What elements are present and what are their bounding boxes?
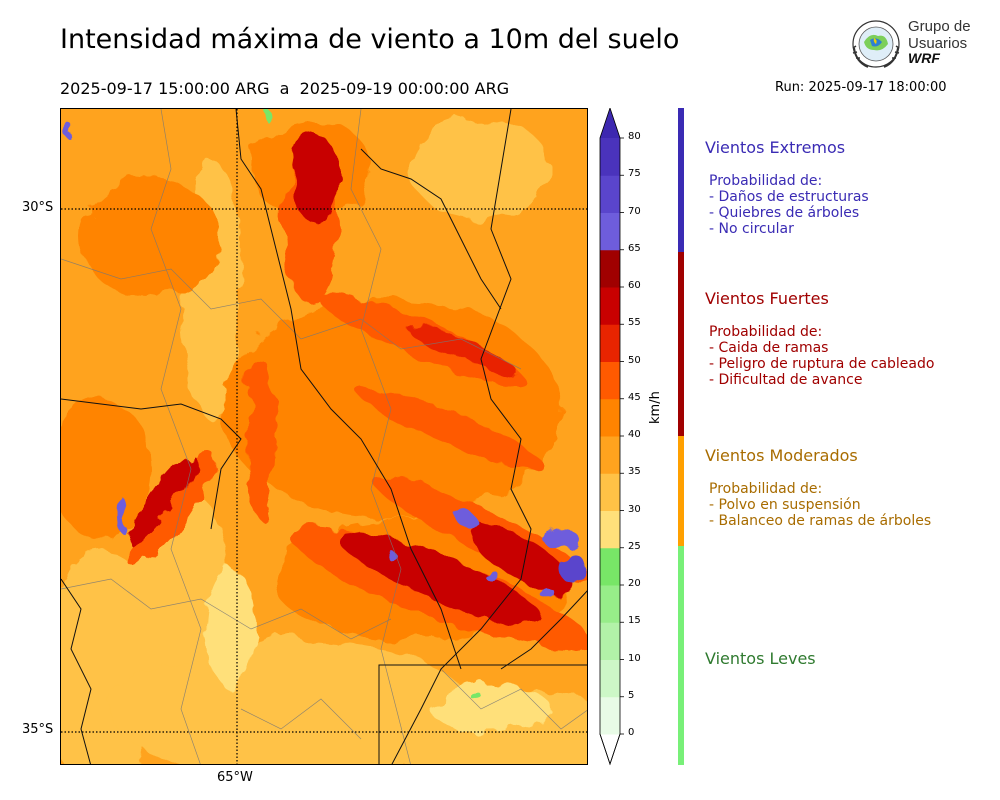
category-moderados: Vientos Moderados Probabilidad de: - Pol… (705, 446, 931, 529)
colorbar-swatch (600, 212, 620, 251)
inset-outline (378, 664, 587, 764)
category-line: - Dificultad de avance (709, 372, 863, 388)
field-core-darkred (468, 524, 574, 594)
colorbar-upper-extension (600, 108, 620, 138)
colorbar-tick-label: 0 (628, 727, 635, 738)
chart-title: Intensidad máxima de viento a 10m del su… (60, 24, 680, 55)
field-core-darkred (127, 453, 195, 545)
category-line: Probabilidad de: (709, 324, 823, 340)
field-patch-light (411, 119, 551, 219)
field-light-green (470, 693, 482, 699)
legend-bar-moderados (678, 436, 684, 546)
category-line: - Caida de ramas (709, 340, 829, 356)
field-patch-pale (431, 684, 551, 734)
wind-map (60, 108, 588, 765)
field-extreme-purple (486, 572, 500, 582)
category-line: - Balanceo de ramas de árboles (709, 513, 932, 529)
colorbar-tick-label: 80 (628, 131, 641, 142)
field-patch-light (111, 639, 471, 764)
field-core-darkred (294, 134, 338, 224)
field-streak-red (246, 359, 276, 519)
field-core-darkred (405, 324, 517, 374)
category-line: - Quiebres de árboles (709, 205, 860, 221)
logo-line-2: Usuarios (908, 35, 968, 52)
colorbar-svg (599, 106, 624, 766)
colorbar-tick-label: 75 (628, 168, 641, 180)
colorbar-swatch (600, 436, 620, 474)
colorbar-tick-label: 55 (628, 317, 641, 329)
colorbar-tick-label: 40 (628, 429, 641, 440)
colorbar-swatch (600, 659, 620, 698)
field-patch-pale (206, 569, 256, 689)
legend-bar-leves (678, 546, 684, 765)
colorbar-tick-label: 45 (628, 391, 641, 403)
field-streak-red (127, 450, 215, 568)
category-title: Vientos Moderados (705, 446, 858, 465)
colorbar-lower-extension (599, 733, 621, 766)
category-title: Vientos Extremos (705, 138, 846, 157)
colorbar-swatch (600, 473, 620, 511)
category-line: - Polvo en suspensión (709, 497, 861, 513)
colorbar-swatch (600, 138, 620, 176)
run-time: Run: 2025-09-17 18:00:00 (775, 80, 947, 95)
colorbar-tick-label: 25 (628, 540, 641, 552)
colorbar-swatch (600, 249, 620, 288)
category-leves: Vientos Leves (705, 649, 816, 668)
colorbar-swatch (600, 622, 620, 660)
colorbar-tick-label: 10 (628, 652, 641, 664)
colorbar (598, 106, 658, 768)
colorbar-swatch (600, 585, 620, 623)
logo-line-3: WRF (908, 50, 940, 66)
field-extreme-purple (117, 496, 125, 532)
colorbar-unit: km/h (648, 391, 663, 424)
field-extreme-purple (543, 529, 579, 549)
field-patch-orange (81, 179, 221, 299)
colorbar-tick-label: 65 (628, 242, 641, 254)
colorbar-tick-label: 60 (628, 280, 641, 291)
colorbar-swatch (600, 547, 620, 586)
lat-label-30s: 30°S (22, 200, 54, 215)
colorbar-tick-label: 15 (628, 615, 641, 627)
field-light-green (264, 109, 270, 121)
category-fuertes: Vientos Fuertes Probabilidad de: - Caida… (705, 289, 934, 388)
field-extreme-purple (65, 123, 73, 139)
colorbar-tick-label: 50 (628, 354, 641, 366)
logo-line-1: Grupo de (908, 18, 971, 35)
field-streak-red (358, 388, 544, 470)
colorbar-swatch (600, 175, 620, 213)
globe-seal-icon (852, 20, 900, 68)
colorbar-swatch (600, 324, 620, 362)
category-line: - Peligro de ruptura de cableado (709, 356, 935, 372)
field-extreme-purple (540, 587, 554, 599)
wind-field-svg (61, 109, 587, 764)
lat-label-35s: 35°S (22, 722, 54, 737)
colorbar-swatch (600, 398, 620, 437)
category-line: Probabilidad de: (709, 481, 823, 497)
colorbar-tick-label: 30 (628, 503, 641, 515)
category-line: - No circular (709, 221, 794, 237)
legend-bar-extremos (678, 108, 684, 252)
field-extreme-purple (453, 508, 479, 530)
field-patch-orange (61, 399, 151, 539)
colorbar-tick-label: 35 (628, 466, 641, 478)
colorbar-tick-label: 5 (628, 689, 635, 701)
grupo-wrf-logo: Grupo de Usuarios WRF (848, 18, 978, 73)
lon-label-65w: 65°W (217, 770, 253, 785)
field-extreme-purple (559, 555, 587, 583)
category-extremos: Vientos Extremos Probabilidad de: - Daño… (705, 138, 869, 237)
colorbar-swatch (600, 287, 620, 325)
category-line: - Daños de estructuras (709, 189, 869, 205)
category-title: Vientos Leves (705, 649, 816, 668)
forecast-period: 2025-09-17 15:00:00 ARG a 2025-09-19 00:… (60, 79, 510, 98)
colorbar-tick-label: 70 (628, 205, 641, 217)
colorbar-swatch (600, 361, 620, 400)
colorbar-swatch (600, 510, 620, 549)
category-title: Vientos Fuertes (705, 289, 829, 308)
legend-bar-fuertes (678, 252, 684, 436)
colorbar-tick-label: 20 (628, 578, 641, 589)
category-line: Probabilidad de: (709, 173, 823, 189)
colorbar-swatch (600, 696, 620, 735)
